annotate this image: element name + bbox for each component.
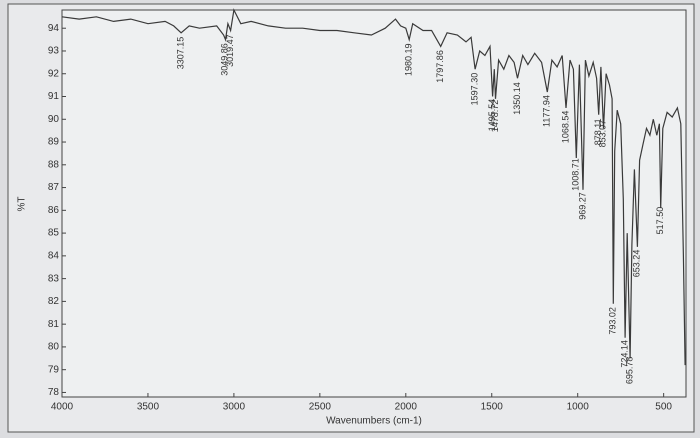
- peak-label: 853.07: [597, 120, 607, 148]
- peak-label: 1597.30: [469, 73, 479, 106]
- peak-label: 1350.14: [512, 82, 522, 115]
- y-tick-label: 85: [48, 228, 60, 239]
- y-axis-label: %T: [17, 197, 28, 212]
- y-tick-label: 79: [48, 364, 60, 375]
- y-tick-label: 83: [48, 273, 60, 284]
- peak-label: 1980.19: [404, 43, 414, 76]
- y-tick-label: 80: [48, 342, 60, 353]
- x-tick-label: 2500: [309, 402, 332, 413]
- peak-label: 3049.86: [220, 43, 230, 76]
- peak-label: 3019.47: [225, 34, 235, 67]
- x-tick-label: 3000: [223, 402, 246, 413]
- y-tick-label: 90: [48, 114, 60, 125]
- y-tick-label: 82: [48, 296, 60, 307]
- y-tick-label: 78: [48, 387, 60, 398]
- peak-label: 1008.71: [571, 158, 581, 191]
- y-tick-label: 89: [48, 137, 60, 148]
- peak-label: 1495.54: [487, 99, 497, 132]
- x-tick-label: 1500: [481, 402, 504, 413]
- spectrum-line: [61, 8, 686, 366]
- peak-label: 695.78: [624, 357, 634, 385]
- peak-label: 1797.86: [435, 50, 445, 83]
- x-tick-label: 1000: [567, 402, 590, 413]
- y-tick-label: 91: [48, 91, 60, 102]
- peak-label: 1068.54: [560, 111, 570, 144]
- peak-label: 878.11: [593, 118, 603, 145]
- peak-label: 3307.15: [175, 37, 185, 70]
- y-tick-label: 86: [48, 205, 60, 216]
- x-tick-label: 2000: [395, 402, 418, 413]
- y-tick-label: 81: [48, 319, 60, 330]
- peak-label: 724.14: [619, 340, 629, 368]
- peak-label: 1177.94: [541, 95, 551, 127]
- peak-label: 517.50: [655, 207, 665, 235]
- y-tick-label: 92: [48, 68, 60, 79]
- peak-label: 793.02: [608, 307, 618, 335]
- y-tick-label: 88: [48, 159, 60, 170]
- y-tick-label: 93: [48, 46, 60, 57]
- plot-frame: [61, 9, 687, 398]
- x-tick-label: 3500: [137, 402, 160, 413]
- x-axis-label: Wavenumbers (cm-1): [326, 416, 422, 427]
- x-tick-label: 4000: [51, 402, 74, 413]
- y-tick-label: 84: [48, 250, 60, 261]
- x-tick-label: 500: [655, 402, 672, 413]
- peak-label: 653.24: [632, 250, 642, 278]
- y-tick-label: 94: [48, 23, 60, 34]
- peak-label: 1478.72: [490, 100, 500, 133]
- peak-label: 969.27: [577, 192, 587, 220]
- y-tick-label: 87: [48, 182, 60, 193]
